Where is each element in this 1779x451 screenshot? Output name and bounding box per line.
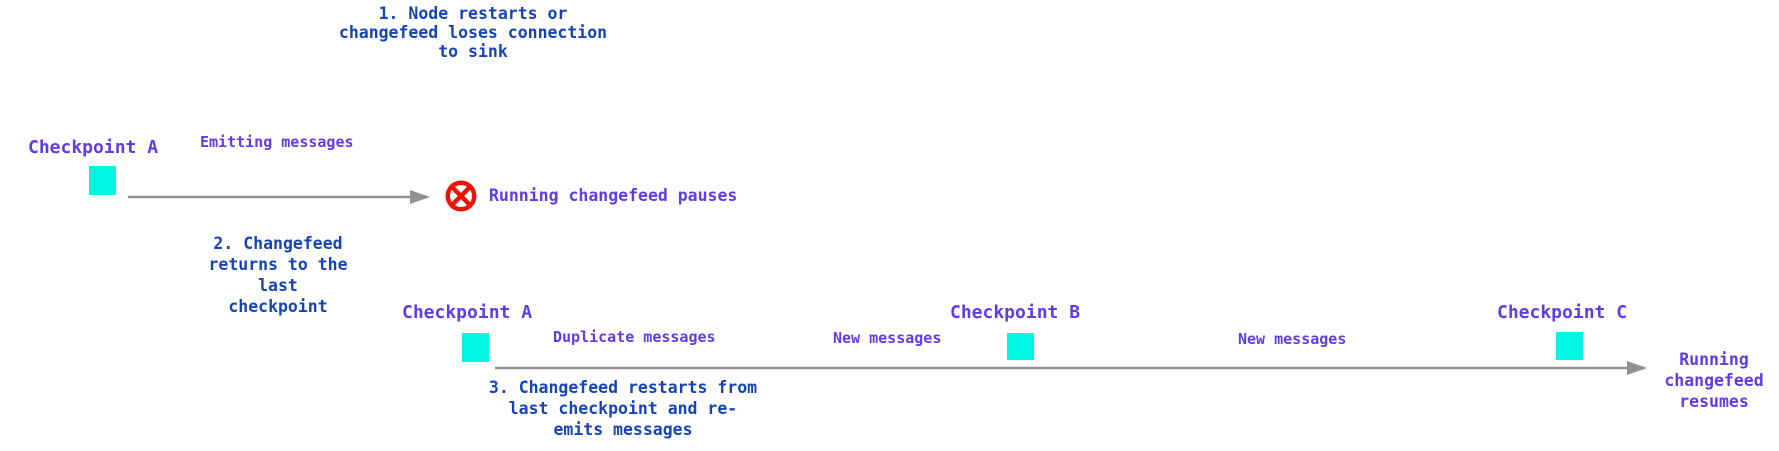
emitting-messages-label: Emitting messages	[200, 133, 354, 151]
checkpoint-b-label: Checkpoint B	[950, 302, 1081, 323]
running-changefeed-resumes-label: Running changefeed resumes	[1664, 350, 1764, 411]
checkpoint-a-marker-paused	[89, 166, 116, 195]
duplicate-messages-label: Duplicate messages	[553, 328, 716, 346]
checkpoint-a-marker-resumed	[462, 333, 489, 362]
step-1-annotation: 1. Node restarts or changefeed loses con…	[338, 4, 608, 61]
checkpoint-a-label-paused: Checkpoint A	[28, 137, 159, 158]
checkpoint-c-label: Checkpoint C	[1497, 302, 1628, 323]
step-3-annotation: 3. Changefeed restarts from last checkpo…	[488, 378, 758, 439]
new-messages-label-1: New messages	[833, 329, 942, 347]
checkpoint-c-marker	[1556, 332, 1583, 360]
pause-cancel-icon	[445, 180, 477, 212]
new-messages-label-2: New messages	[1238, 330, 1347, 348]
checkpoint-b-marker	[1007, 333, 1034, 360]
running-changefeed-pauses-label: Running changefeed pauses	[489, 186, 738, 205]
step-2-annotation: 2. Changefeed returns to the last checkp…	[208, 234, 348, 316]
checkpoint-a-label-resumed: Checkpoint A	[402, 302, 533, 323]
